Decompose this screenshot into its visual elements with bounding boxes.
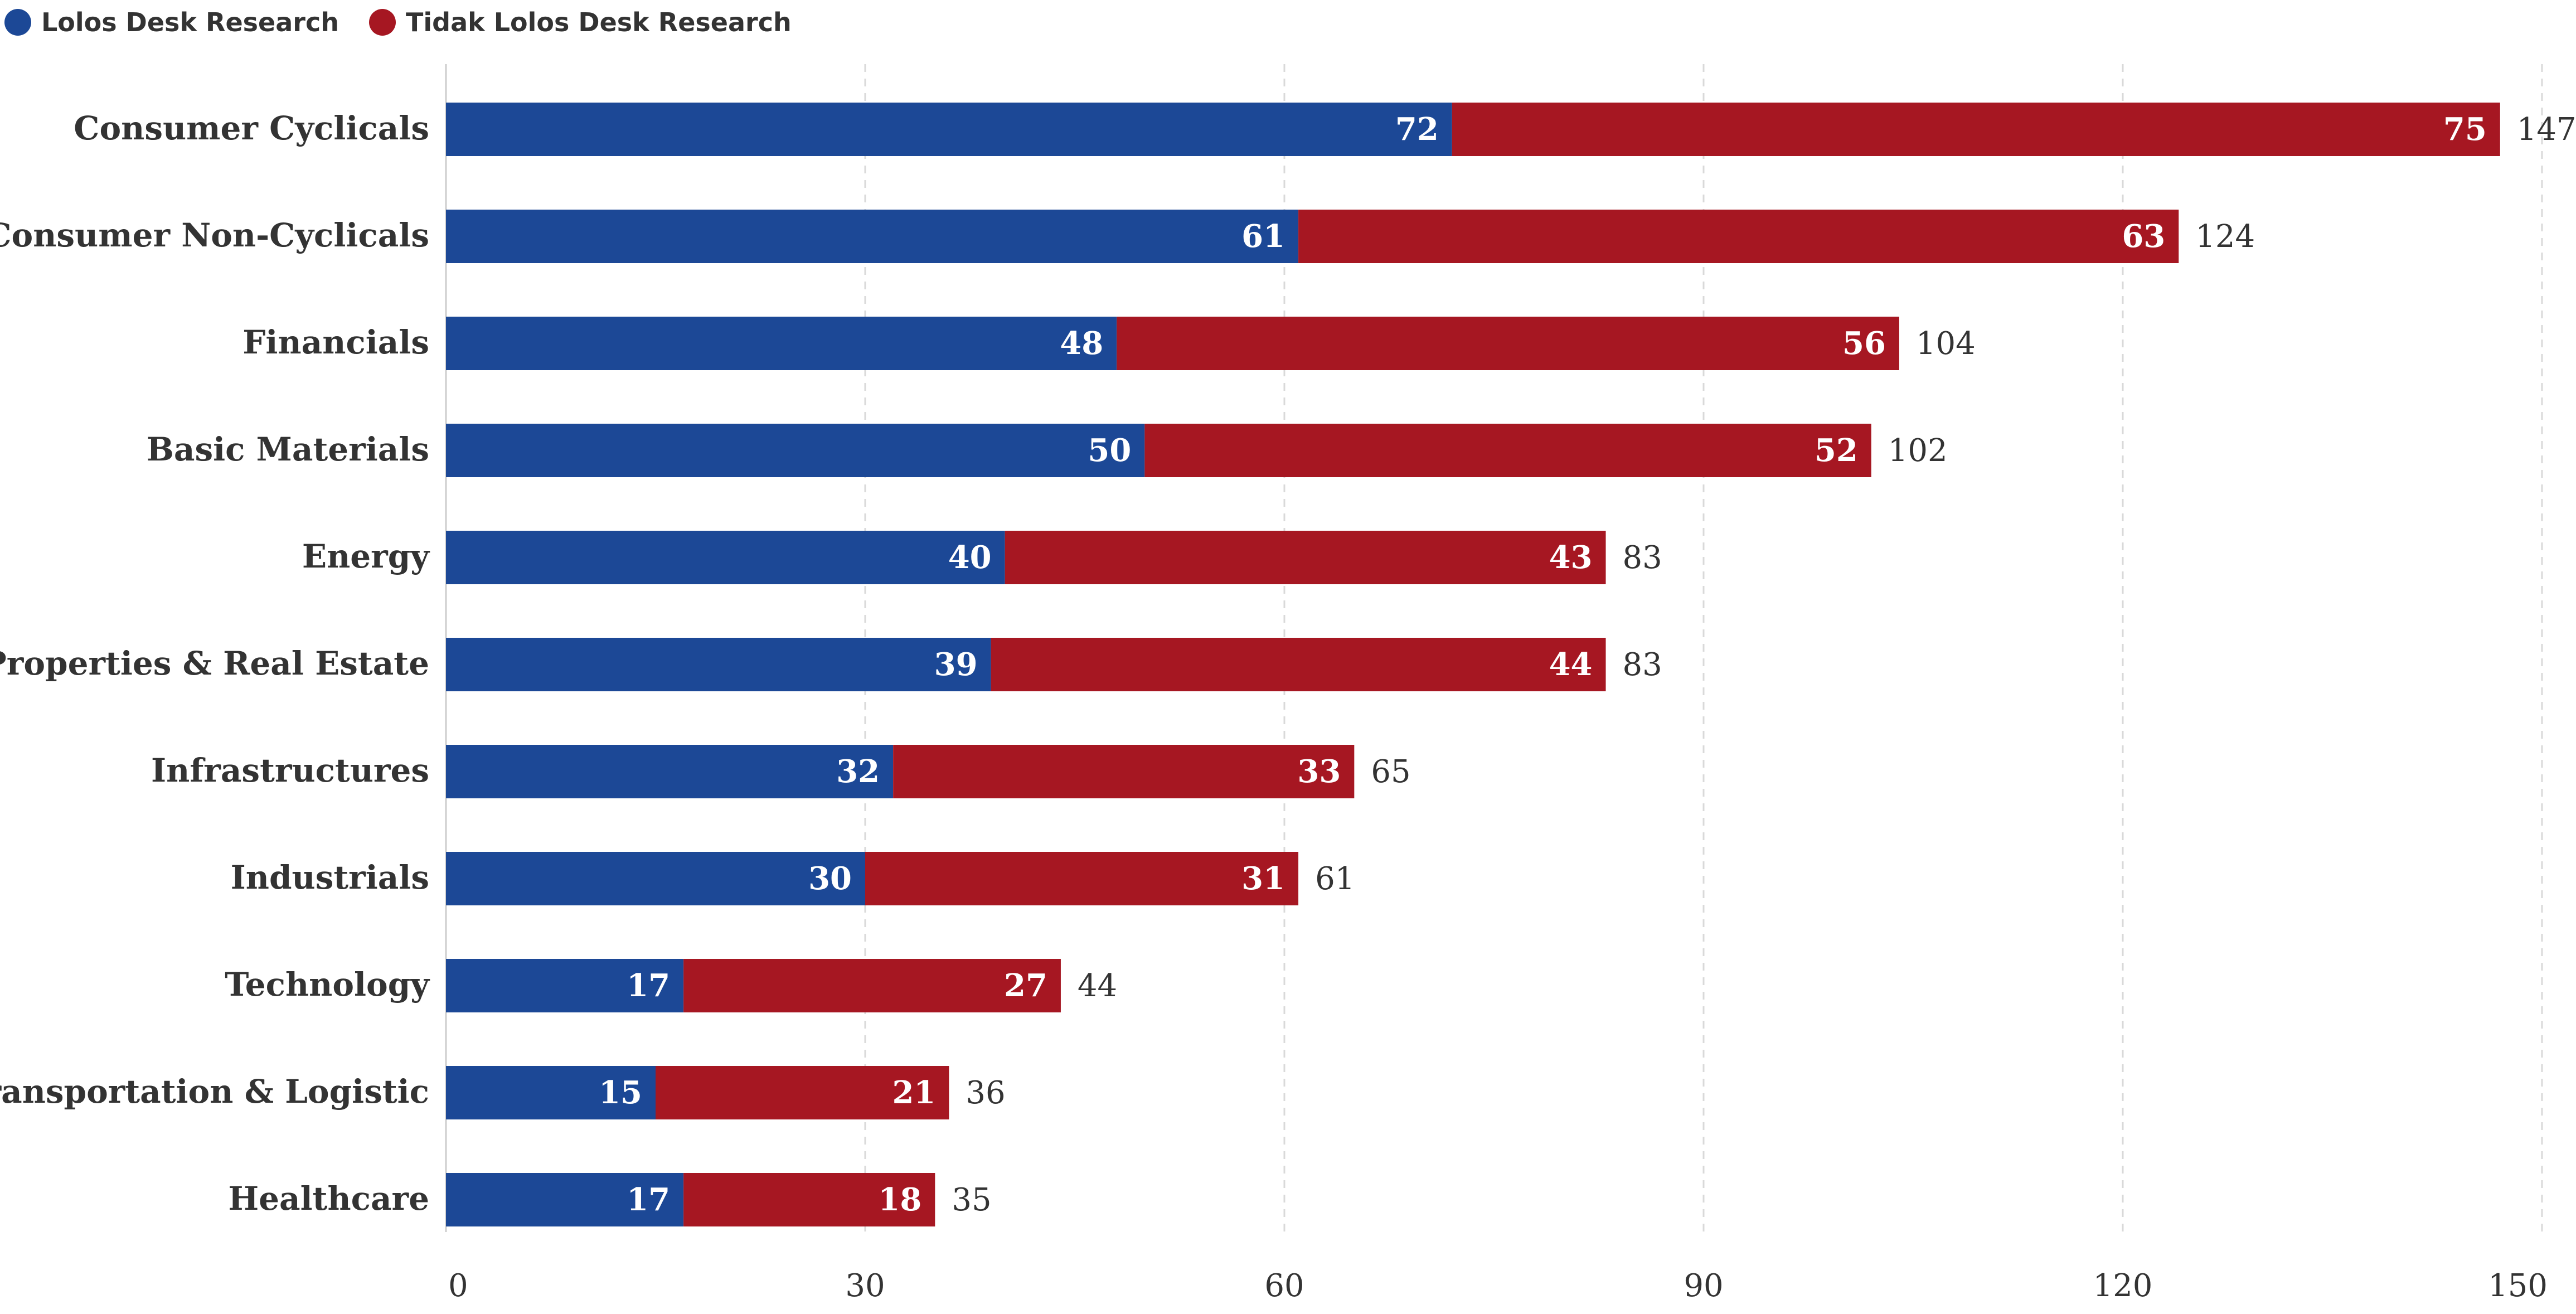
bar-segment [1144,424,1871,477]
bar-total-label: 83 [1623,647,1662,683]
bar-value-label: 40 [948,539,992,576]
bar-segment [446,317,1117,370]
x-tick-label-30: 30 [845,1268,885,1304]
legend-marker [369,9,396,36]
legend-marker [4,9,31,36]
bar-segment [446,103,1452,156]
bar-total-label: 36 [966,1075,1005,1111]
bar-segment [446,531,1005,584]
bar-total-label: 35 [952,1182,991,1218]
bar-segment [446,1066,656,1119]
bar-value-label: 17 [627,967,670,1004]
category-label: Technology [225,966,430,1003]
bar-total-label: 65 [1371,754,1410,790]
bar-total-label: 44 [1078,968,1117,1004]
bar-total-label: 102 [1888,433,1948,469]
bar-segment [683,1173,935,1226]
bar-segment [446,638,991,691]
bar-value-label: 30 [808,860,852,897]
bar-value-label: 15 [599,1074,642,1111]
bar-segment [683,959,1061,1012]
category-label: Financials [242,323,429,361]
category-label: Transportation & Logistic [0,1073,429,1111]
bar-value-label: 43 [1549,539,1593,576]
bar-value-label: 72 [1395,111,1439,148]
bar-value-label: 39 [934,646,978,683]
x-tick-label-60: 60 [1264,1268,1304,1304]
bar-value-label: 31 [1241,860,1285,897]
bar-value-label: 21 [892,1074,935,1111]
bar-segment [446,852,865,905]
bar-total-label: 104 [1916,326,1976,362]
bar-segment [1005,531,1606,584]
x-tick-label-150: 150 [2488,1268,2548,1304]
category-label: Infrastructures [151,751,429,789]
bar-total-label: 83 [1623,540,1662,576]
bar-value-label: 52 [1815,432,1858,469]
category-label: Industrials [231,859,429,896]
category-label: Healthcare [228,1180,429,1218]
legend-label: Tidak Lolos Desk Research [406,7,792,37]
bar-segment [991,638,1606,691]
bar-segment [446,210,1299,263]
bar-segment [446,424,1145,477]
bar-value-label: 75 [2443,111,2487,148]
bar-value-label: 50 [1088,432,1131,469]
bar-value-label: 44 [1549,646,1593,683]
bar-segment [446,959,684,1012]
bar-value-label: 56 [1842,325,1886,362]
x-tick-label-90: 90 [1684,1268,1723,1304]
x-tick-label-120: 120 [2093,1268,2153,1304]
bar-value-label: 61 [1241,218,1285,255]
bar-segment [446,745,894,798]
bar-total-label: 61 [1315,861,1355,897]
category-label: Properties & Real Estate [0,644,429,682]
category-label: Consumer Cyclicals [74,109,429,147]
bar-segment [446,1173,684,1226]
bar-value-label: 18 [878,1181,921,1218]
x-tick-label-0: 0 [448,1268,468,1304]
category-label: Consumer Non-Cyclicals [0,216,429,254]
category-label: Energy [302,537,430,575]
bar-segment [893,745,1355,798]
category-label: Basic Materials [147,430,429,468]
bar-segment [1298,210,2179,263]
bar-value-label: 63 [2122,218,2165,255]
bar-segment [865,852,1299,905]
bar-value-label: 32 [836,753,880,790]
bar-value-label: 27 [1004,967,1047,1004]
bar-value-label: 33 [1297,753,1341,790]
bar-value-label: 17 [627,1181,670,1218]
bar-segment [1452,103,2500,156]
legend-label: Lolos Desk Research [41,7,339,37]
bar-value-label: 48 [1060,325,1103,362]
bar-total-label: 124 [2195,219,2255,255]
bar-total-label: 147 [2517,111,2576,148]
bar-segment [1117,317,1899,370]
bar-segment [656,1066,949,1119]
